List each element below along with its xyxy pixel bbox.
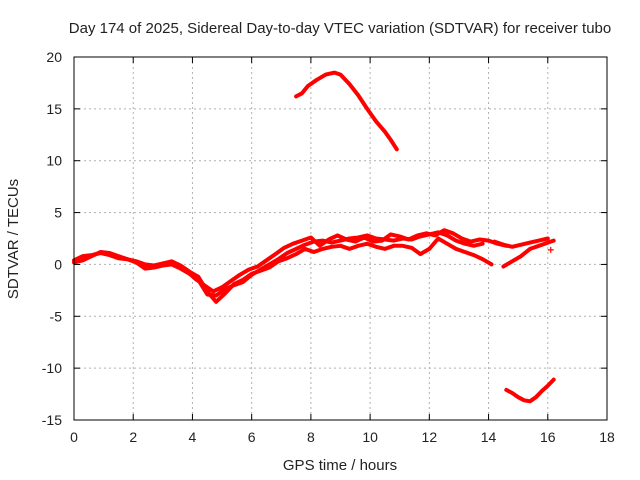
plot-frame (73, 56, 608, 421)
y-tick-label: 20 (46, 49, 62, 65)
x-tick-label: 12 (422, 429, 438, 445)
x-tick-label: 0 (70, 429, 78, 445)
x-tick-label: 14 (481, 429, 497, 445)
y-tick-label: 15 (46, 101, 62, 117)
y-axis-label: SDTVAR / TECUs (5, 179, 22, 299)
series-line-track-main-c (184, 228, 509, 294)
axis-ticks: 0 2 4 6 8 10 12 14 16 18 -15 -10 -5 0 5 10 15 20 (42, 49, 615, 445)
y-tick-label: -5 (50, 308, 63, 324)
chart-title: Day 174 of 2025, Sidereal Day-to-day VTE… (69, 20, 611, 37)
y-tick-label: 5 (54, 205, 62, 221)
x-tick-label: 10 (362, 429, 378, 445)
series-line-track-late (501, 238, 556, 269)
series-line-track-main-a (72, 236, 494, 304)
y-tick-label: -10 (42, 360, 62, 376)
plot-data (72, 70, 556, 404)
x-tick-label: 2 (129, 429, 137, 445)
x-tick-label: 18 (599, 429, 615, 445)
y-tick-label: -15 (42, 412, 62, 428)
y-tick-label: 10 (46, 153, 62, 169)
series-line-track-main-b (72, 230, 485, 298)
x-tick-label: 16 (540, 429, 556, 445)
series-line-track-late-b (492, 236, 550, 249)
x-tick-label: 8 (307, 429, 315, 445)
point-marker (547, 246, 554, 253)
series-line-track-low (504, 377, 556, 404)
x-axis-label: GPS time / hours (283, 457, 397, 474)
x-tick-label: 6 (248, 429, 256, 445)
series-line-track-high (294, 70, 399, 152)
x-tick-label: 4 (189, 429, 197, 445)
y-tick-label: 0 (54, 256, 62, 272)
